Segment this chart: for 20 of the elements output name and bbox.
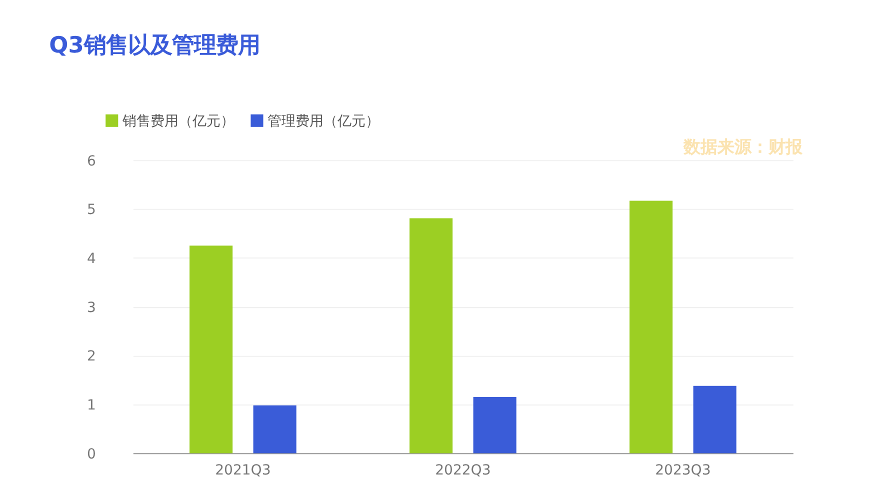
- y-tick-label: 0: [87, 446, 96, 462]
- x-tick-label: 2021Q3: [215, 462, 271, 478]
- legend-label: 销售费用（亿元）: [122, 113, 235, 130]
- bar: [253, 405, 296, 454]
- y-tick-label: 3: [87, 300, 96, 316]
- bar: [693, 386, 736, 454]
- y-tick-label: 6: [87, 153, 96, 170]
- x-tick-label: 2022Q3: [435, 462, 491, 478]
- source-note: 数据来源：财报: [682, 136, 804, 157]
- chart-title: Q3销售以及管理费用: [49, 32, 260, 59]
- y-tick-label: 5: [87, 202, 96, 218]
- legend-label: 管理费用（亿元）: [268, 113, 380, 130]
- y-tick-label: 1: [87, 398, 96, 414]
- bar: [473, 397, 516, 454]
- x-tick-label: 2023Q3: [655, 462, 711, 478]
- bar: [410, 218, 453, 454]
- bar: [190, 246, 233, 454]
- y-tick-label: 2: [87, 348, 96, 365]
- bar: [630, 200, 673, 454]
- y-tick-label: 4: [87, 251, 96, 268]
